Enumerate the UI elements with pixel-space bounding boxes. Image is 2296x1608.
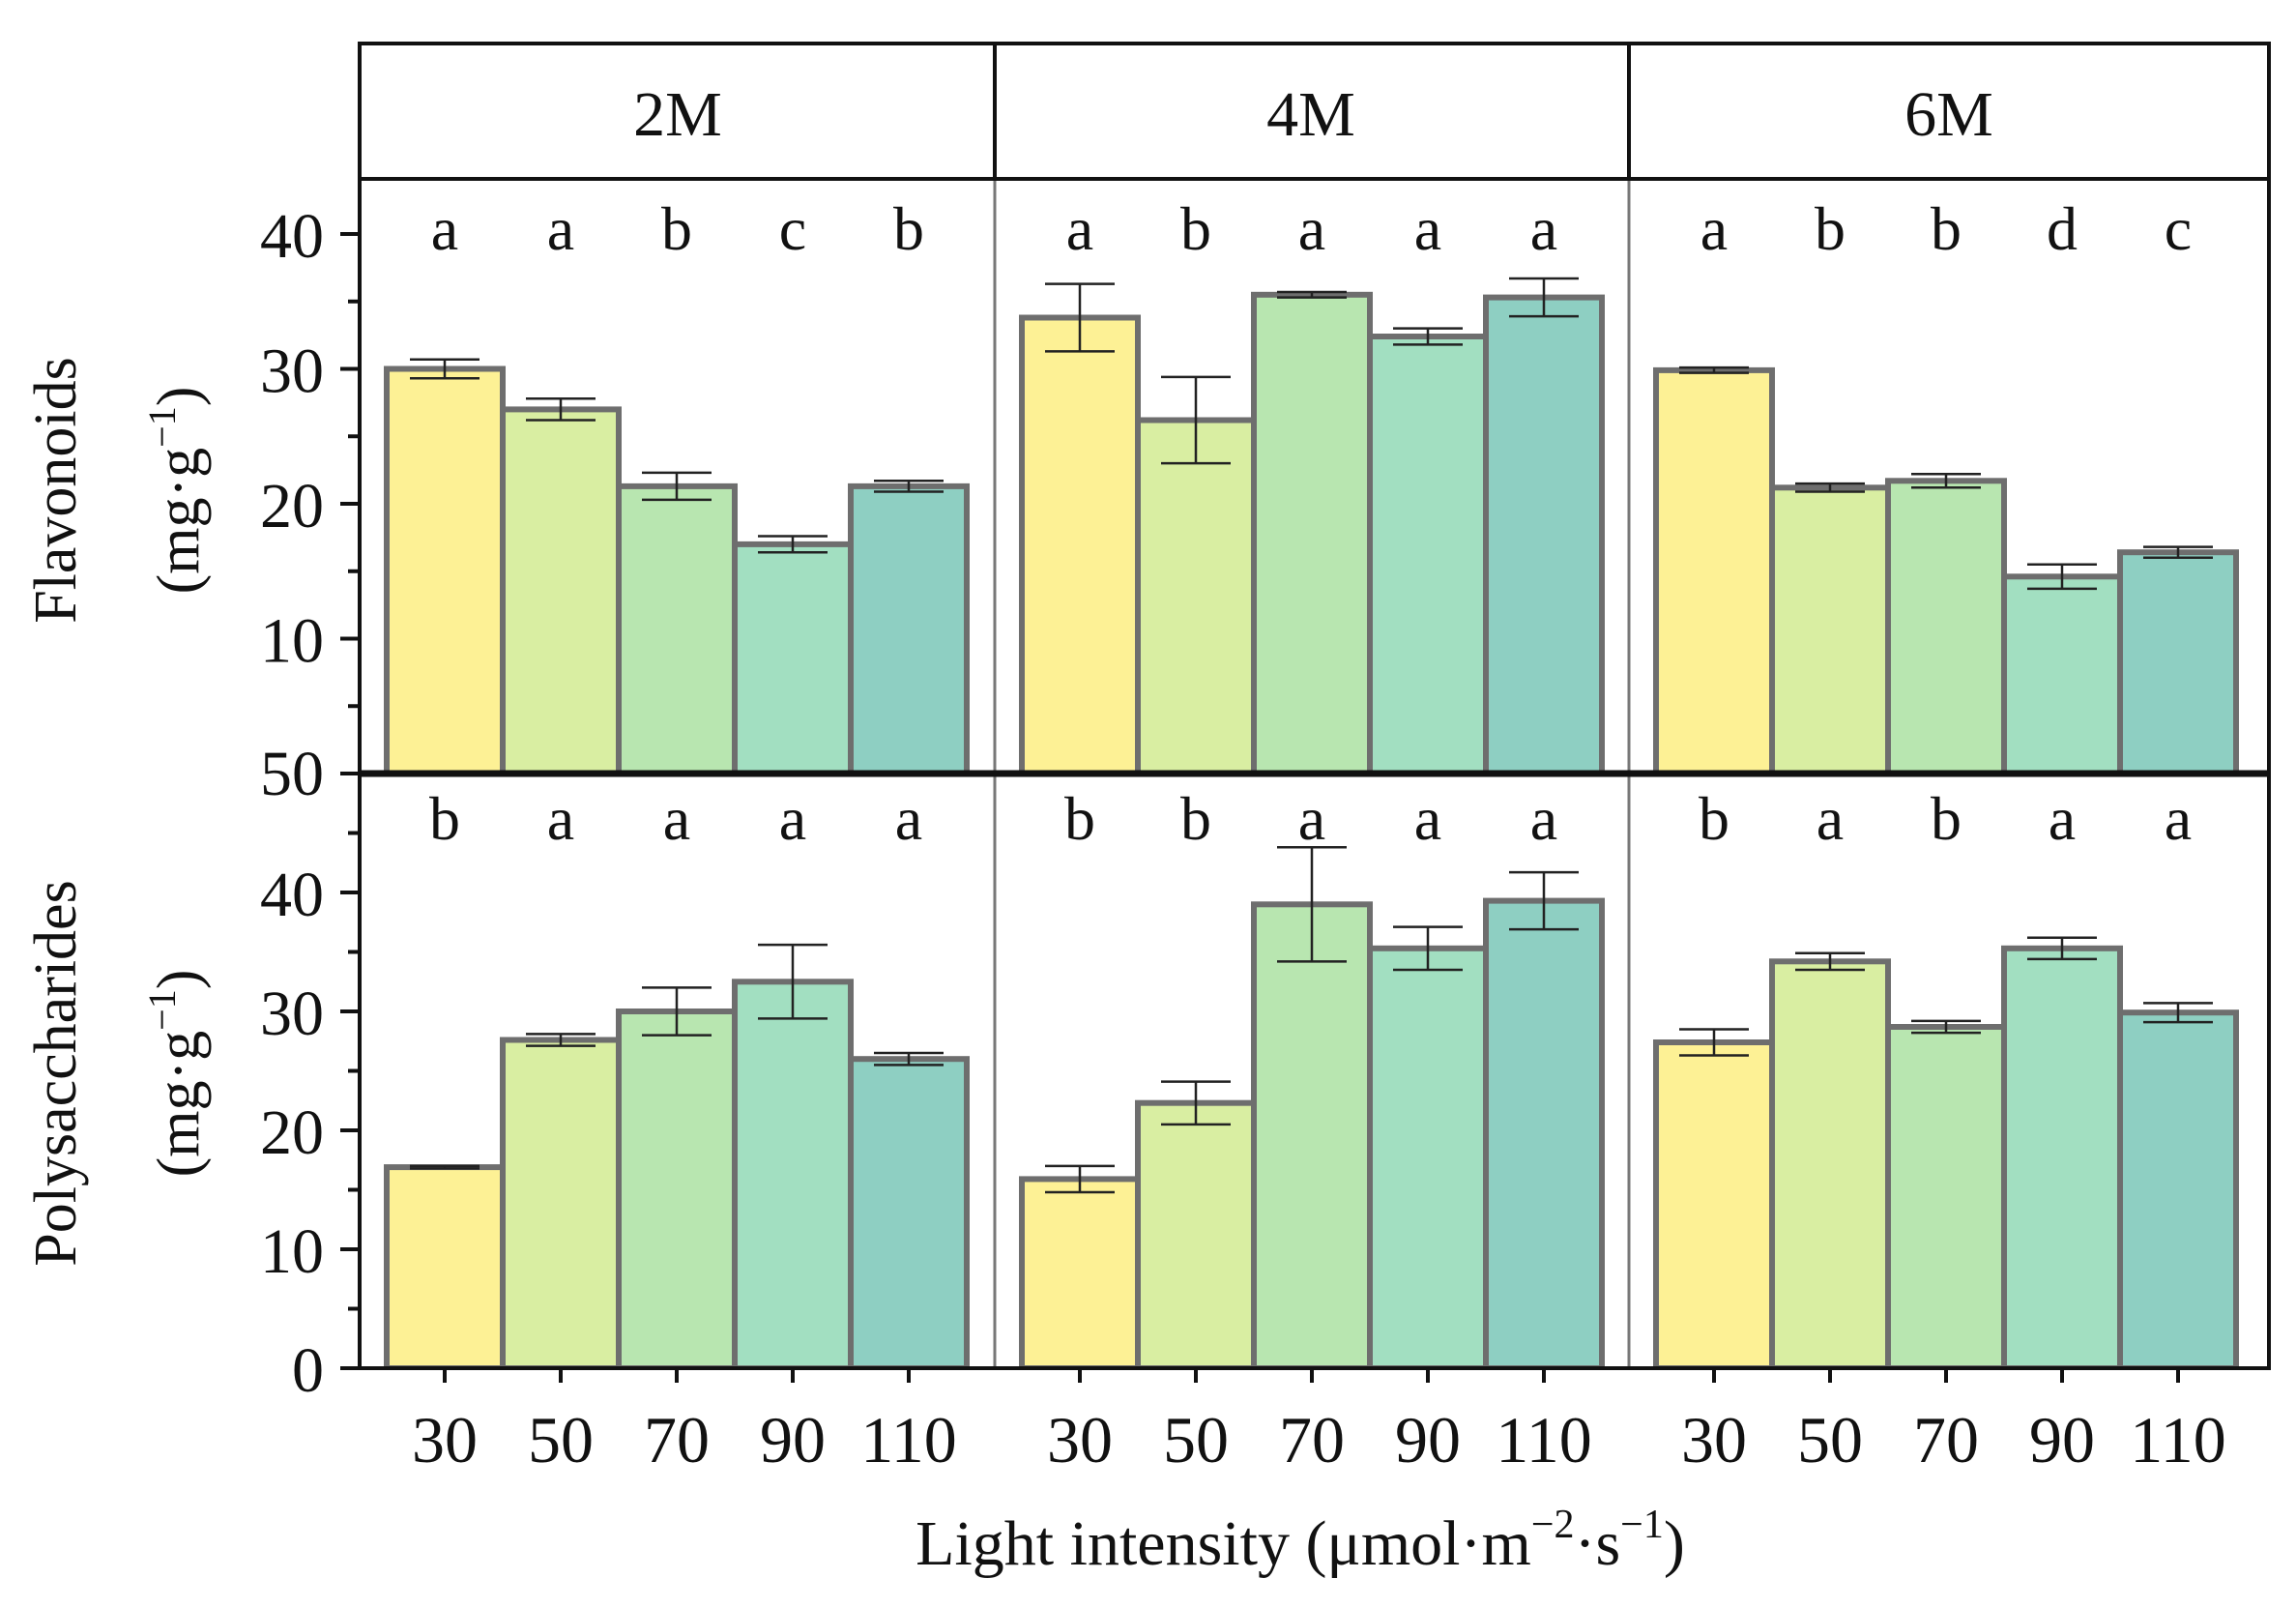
bar-flavonoids-4M-70	[1251, 291, 1373, 774]
significance-letter: b	[1180, 784, 1211, 853]
significance-letter: a	[895, 784, 922, 853]
significance-letter: a	[547, 784, 574, 853]
bar-polysaccharides-2M-110	[848, 1056, 970, 1368]
polysaccharides-axis-title: Polysaccharides	[23, 880, 89, 1266]
y-tick-label: 50	[260, 739, 324, 809]
bar-flavonoids-2M-70	[616, 482, 738, 774]
x-tick-label: 50	[528, 1403, 594, 1476]
bar-flavonoids-2M-90	[732, 541, 854, 774]
bar-polysaccharides-4M-30	[1019, 1176, 1141, 1368]
x-tick-label: 30	[1681, 1403, 1747, 1476]
figure-frame	[358, 42, 2271, 1370]
x-tick-label: 110	[1496, 1403, 1591, 1476]
x-tick-label: 70	[644, 1403, 710, 1476]
significance-letter: c	[2165, 194, 2192, 263]
bar-polysaccharides-4M-90	[1367, 945, 1489, 1368]
y-tick-label: 10	[260, 606, 324, 677]
bar-flavonoids-2M-110	[848, 482, 970, 774]
bar-flavonoids-6M-70	[1885, 478, 2007, 774]
significance-letter: b	[1815, 194, 1846, 263]
significance-letter: b	[1180, 194, 1211, 263]
bar-polysaccharides-4M-110	[1483, 897, 1605, 1368]
significance-letter: a	[1414, 784, 1441, 853]
bar-polysaccharides-6M-50	[1769, 958, 1891, 1368]
y-tick-label: 30	[260, 979, 324, 1049]
bar-polysaccharides-2M-90	[732, 979, 854, 1368]
polysaccharides-axis-unit: (mg·g−1)	[140, 970, 212, 1178]
bar-flavonoids-6M-30	[1653, 366, 1775, 774]
bar-polysaccharides-2M-50	[500, 1037, 622, 1368]
bar-flavonoids-4M-30	[1019, 314, 1141, 774]
significance-letter: b	[893, 194, 924, 263]
significance-letter: a	[663, 784, 690, 853]
significance-letter: a	[1298, 784, 1325, 853]
y-tick-label: 0	[292, 1335, 324, 1406]
significance-letter: d	[2047, 194, 2078, 263]
significance-letter: b	[661, 194, 692, 263]
bar-polysaccharides-2M-30	[384, 1164, 506, 1368]
significance-letter: a	[1298, 194, 1325, 263]
panel-label-6M: 6M	[1904, 79, 1993, 150]
significance-letter: a	[779, 784, 806, 853]
significance-letter: a	[1530, 784, 1557, 853]
significance-letter: b	[1931, 784, 1962, 853]
significance-letter: a	[1530, 194, 1557, 263]
significance-letter: a	[431, 194, 458, 263]
bar-flavonoids-2M-50	[500, 406, 622, 774]
x-tick-label: 90	[760, 1403, 826, 1476]
y-tick-label: 40	[260, 201, 324, 272]
significance-letter: b	[1064, 784, 1095, 853]
bar-polysaccharides-6M-70	[1885, 1024, 2007, 1368]
flavonoids-axis-unit: (mg·g−1)	[140, 387, 212, 595]
panel-label-2M: 2M	[633, 79, 722, 150]
x-tick-label: 70	[1913, 1403, 1979, 1476]
significance-letter: a	[547, 194, 574, 263]
bar-flavonoids-2M-30	[384, 365, 506, 774]
bar-polysaccharides-6M-30	[1653, 1039, 1775, 1368]
x-tick-label: 90	[2029, 1403, 2095, 1476]
bar-polysaccharides-4M-50	[1135, 1099, 1257, 1368]
bar-polysaccharides-4M-70	[1251, 901, 1373, 1368]
panel-label-4M: 4M	[1266, 79, 1355, 150]
significance-letter: b	[1699, 784, 1729, 853]
x-tick-label: 70	[1279, 1403, 1345, 1476]
bar-flavonoids-4M-90	[1367, 334, 1489, 774]
bar-polysaccharides-2M-70	[616, 1009, 738, 1368]
y-tick-label: 20	[260, 471, 324, 541]
significance-letter: c	[779, 194, 806, 263]
significance-letter: a	[2165, 784, 2192, 853]
x-axis-title: Light intensity (μmol·m−2·s−1)	[915, 1503, 1685, 1579]
bar-flavonoids-4M-110	[1483, 294, 1605, 774]
y-tick-label: 40	[260, 860, 324, 930]
x-tick-label: 30	[1047, 1403, 1113, 1476]
y-tick-label: 10	[260, 1216, 324, 1287]
y-tick-label: 20	[260, 1097, 324, 1168]
bar-flavonoids-6M-90	[2001, 573, 2123, 774]
polysaccharides-bars	[384, 897, 2239, 1368]
bar-polysaccharides-6M-110	[2117, 1009, 2239, 1368]
flavonoids-bars	[384, 291, 2239, 774]
x-tick-label: 50	[1163, 1403, 1229, 1476]
y-tick-label: 30	[260, 336, 324, 407]
x-tick-label: 50	[1797, 1403, 1863, 1476]
x-tick-label: 110	[2130, 1403, 2225, 1476]
significance-letter: a	[2049, 784, 2076, 853]
x-tick-label: 30	[412, 1403, 478, 1476]
bar-flavonoids-6M-50	[1769, 484, 1891, 774]
flavonoids-axis-title: Flavonoids	[23, 357, 89, 624]
significance-letter: a	[1700, 194, 1728, 263]
bar-flavonoids-4M-50	[1135, 417, 1257, 774]
significance-letter: a	[1816, 784, 1844, 853]
significance-letter: a	[1414, 194, 1441, 263]
x-tick-label: 90	[1395, 1403, 1461, 1476]
bar-flavonoids-6M-110	[2117, 549, 2239, 774]
significance-letter: a	[1066, 194, 1093, 263]
chart-marks: a a b c b a b a a a a b b d c 10 20 30 40 50 b a a a a b b a a a b a b a a…	[260, 194, 2226, 1476]
significance-letter: b	[1931, 194, 1962, 263]
significance-letter: b	[429, 784, 460, 853]
bar-polysaccharides-6M-90	[2001, 945, 2123, 1368]
x-tick-label: 110	[860, 1403, 956, 1476]
